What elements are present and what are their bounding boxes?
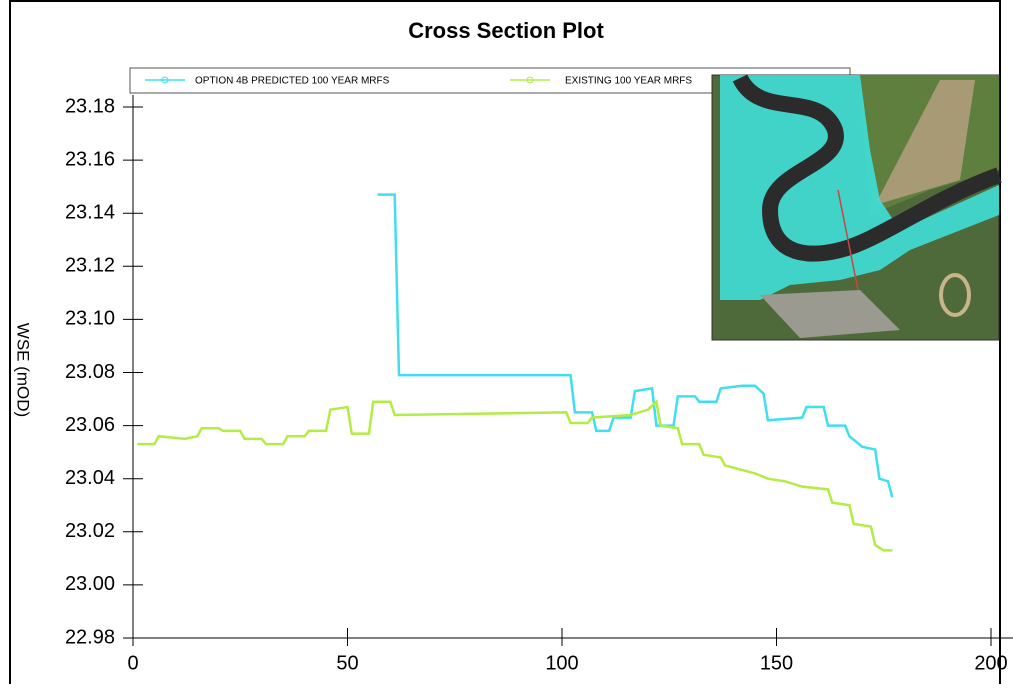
chart: Cross Section Plot WSE (mOD) 22.98 23.00 2… xyxy=(0,0,1013,684)
legend-label: EXISTING 100 YEAR MRFS xyxy=(565,76,692,87)
page: {"chart_data": {"type": "line", "title":… xyxy=(0,0,1013,684)
y-tick-label: 22.98 xyxy=(65,626,115,648)
y-tick-label: 23.00 xyxy=(65,573,115,595)
y-axis-label: WSE (mOD) xyxy=(14,323,33,417)
x-tick-label: 0 xyxy=(127,652,138,674)
y-tick-label: 23.10 xyxy=(65,308,115,330)
x-tick-label: 150 xyxy=(760,652,793,674)
y-tick-label: 23.12 xyxy=(65,255,115,277)
legend-label: OPTION 4B PREDICTED 100 YEAR MRFS xyxy=(195,76,390,87)
y-tick-label: 23.08 xyxy=(65,361,115,383)
y-tick-label: 23.02 xyxy=(65,520,115,542)
y-tick-label: 23.18 xyxy=(65,95,115,117)
x-tick-label: 100 xyxy=(545,652,578,674)
x-tick-label: 50 xyxy=(336,652,358,674)
series-line xyxy=(137,402,892,551)
y-tick-label: 23.04 xyxy=(65,467,115,489)
x-tick-label: 200 xyxy=(974,652,1007,674)
y-tick-label: 23.16 xyxy=(65,148,115,170)
chart-title: Cross Section Plot xyxy=(408,18,604,43)
y-tick-label: 23.06 xyxy=(65,414,115,436)
map-inset xyxy=(712,75,999,340)
y-tick-label: 23.14 xyxy=(65,201,115,223)
